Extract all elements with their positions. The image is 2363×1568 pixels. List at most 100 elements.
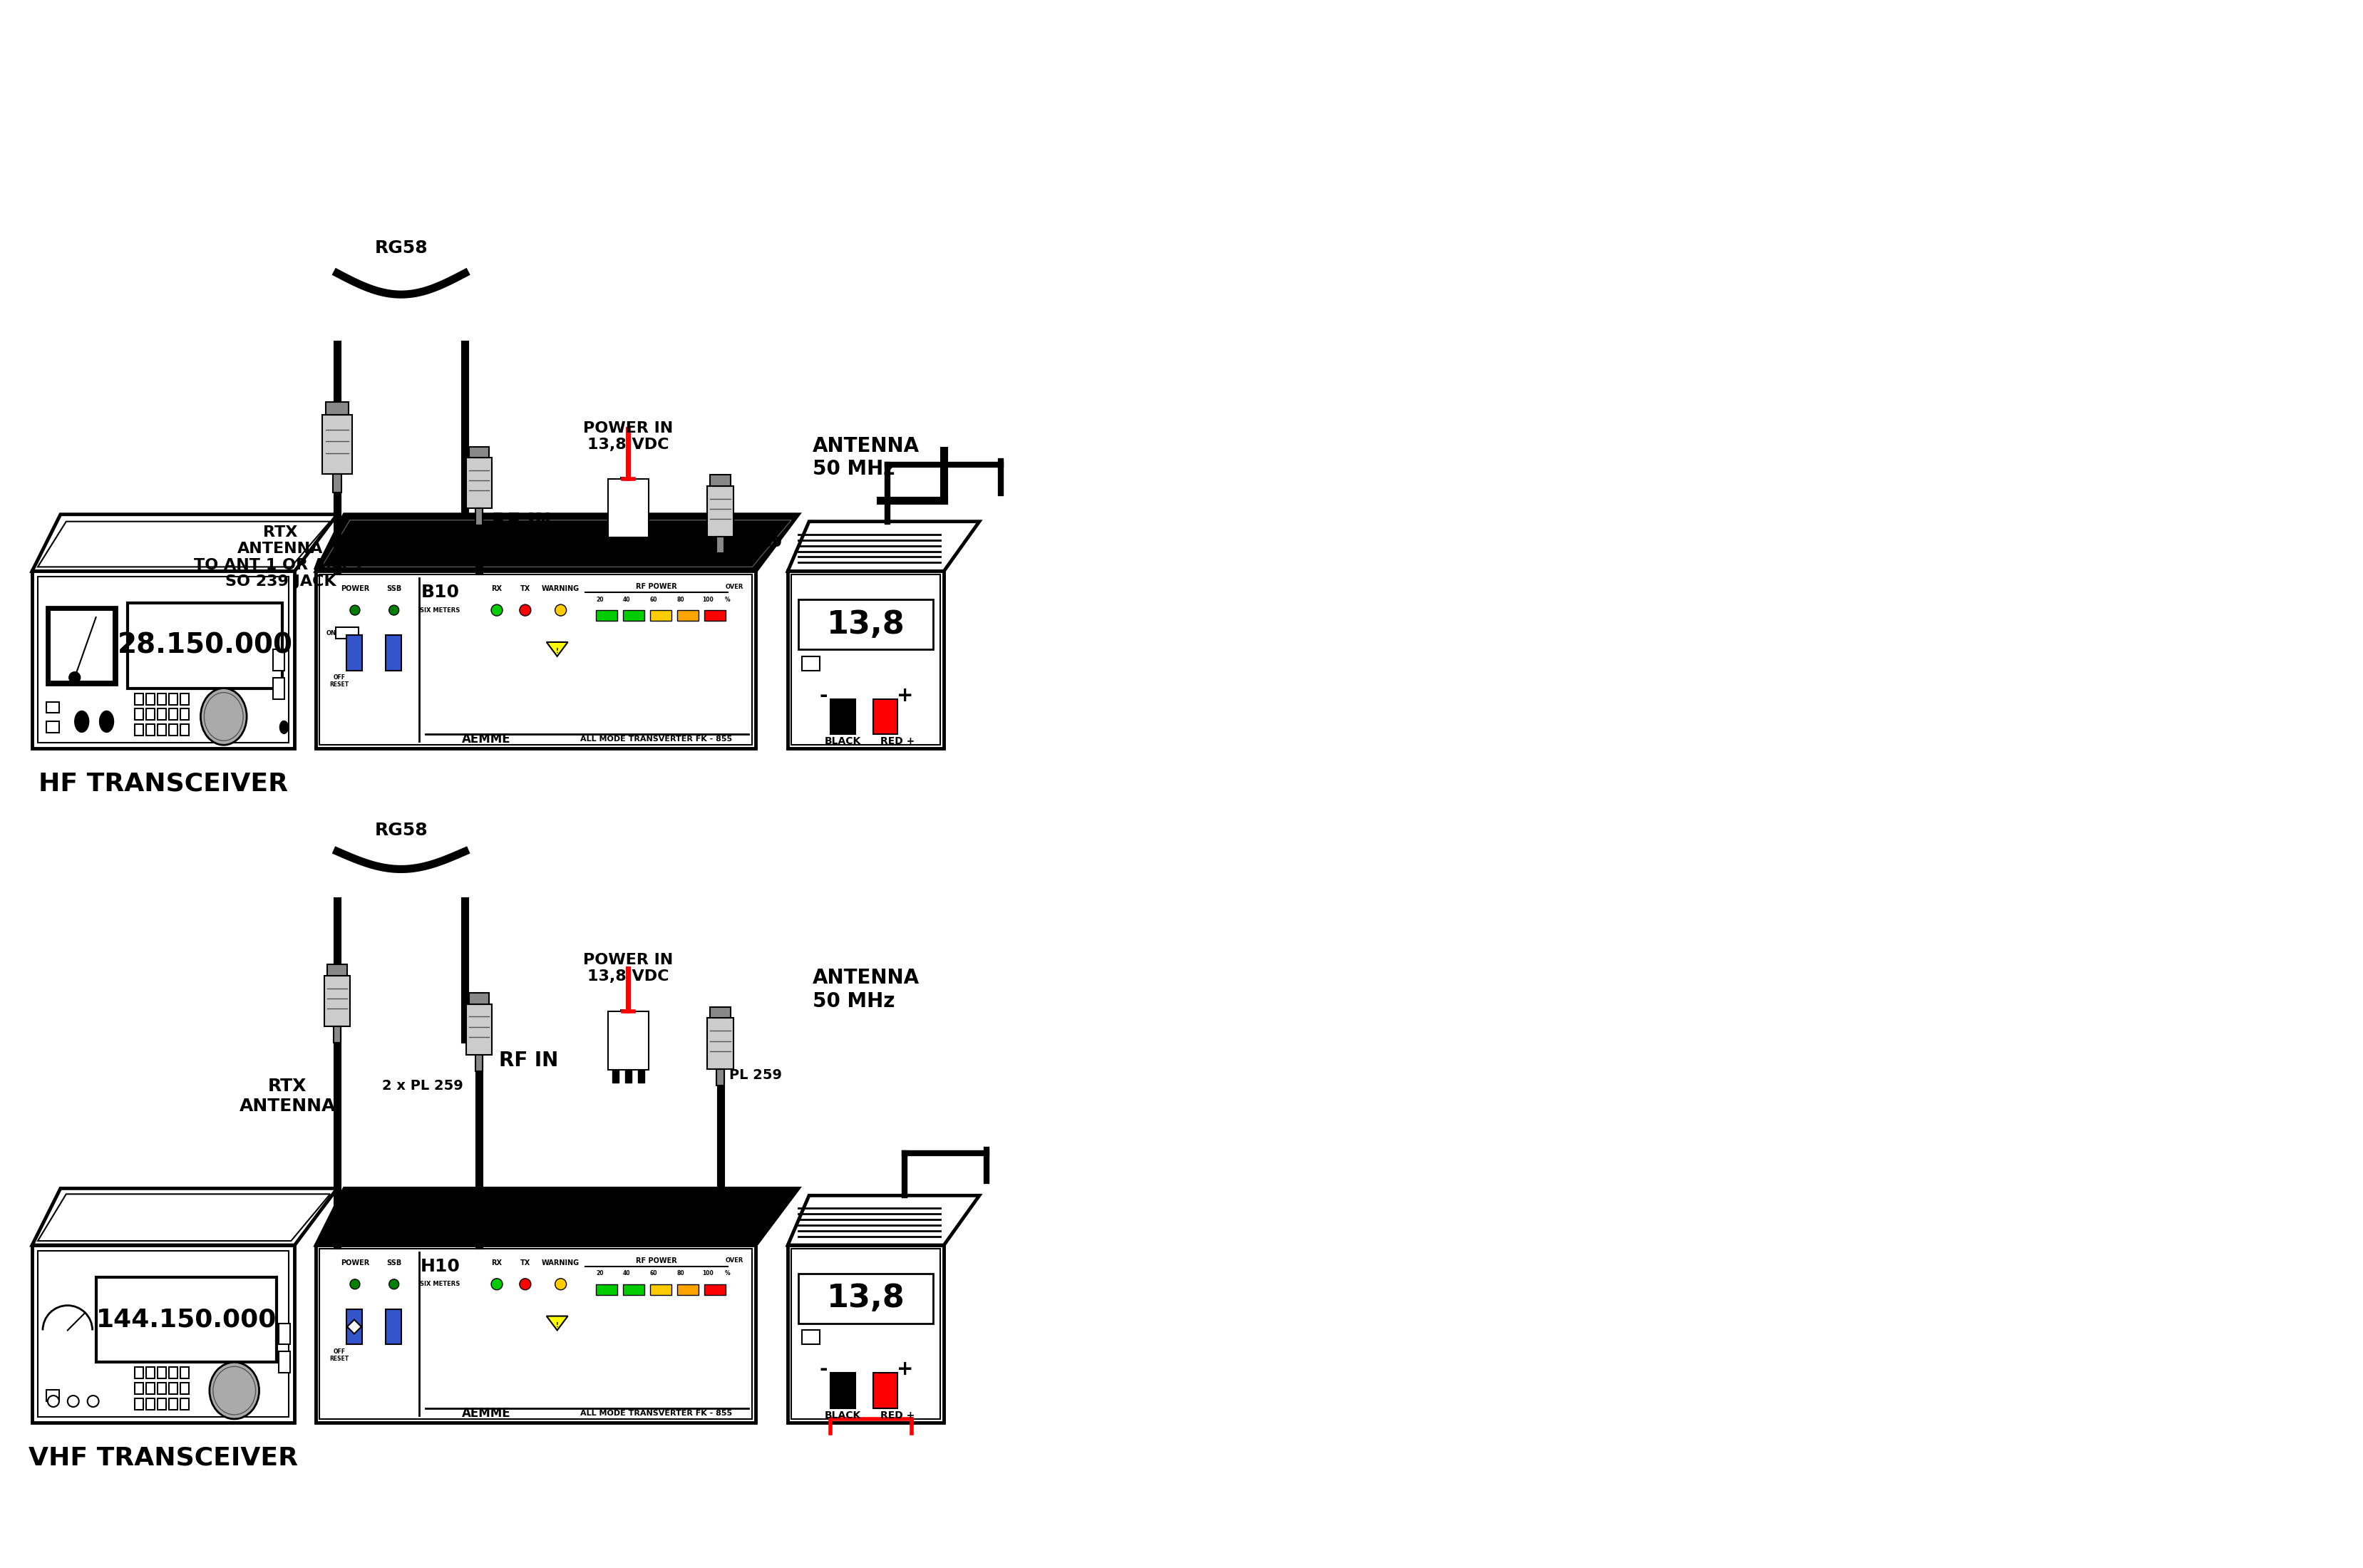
Text: !: ! — [555, 648, 558, 654]
Polygon shape — [546, 643, 567, 657]
Bar — [678, 610, 699, 621]
Bar — [650, 610, 671, 621]
Bar — [801, 1330, 820, 1344]
Text: OFF
RESET: OFF RESET — [331, 1348, 350, 1363]
Circle shape — [492, 1278, 503, 1290]
Bar — [317, 1245, 756, 1422]
Circle shape — [87, 1396, 99, 1406]
Bar — [385, 635, 402, 671]
Polygon shape — [33, 1189, 338, 1245]
Polygon shape — [787, 522, 978, 571]
Bar — [595, 1284, 617, 1295]
Ellipse shape — [279, 721, 288, 734]
Bar — [147, 724, 156, 735]
Bar — [704, 1284, 725, 1295]
Text: OVER: OVER — [725, 1258, 744, 1264]
Circle shape — [520, 1278, 532, 1290]
Text: -: - — [820, 685, 827, 706]
Text: TX: TX — [520, 1259, 529, 1267]
Bar — [612, 538, 619, 550]
Bar — [180, 1367, 189, 1378]
Circle shape — [555, 1278, 567, 1290]
Text: RF IN: RF IN — [492, 511, 551, 532]
Bar — [385, 1309, 402, 1344]
Bar — [180, 1383, 189, 1394]
Bar — [829, 699, 855, 734]
Text: 13,8: 13,8 — [827, 1283, 905, 1314]
Bar — [180, 1399, 189, 1410]
Text: +: + — [896, 1359, 912, 1380]
Text: POWER IN
13,8 VDC: POWER IN 13,8 VDC — [584, 953, 673, 983]
Bar — [38, 1251, 288, 1417]
Text: RF POWER: RF POWER — [636, 583, 678, 590]
Bar — [33, 571, 295, 748]
Text: %: % — [725, 1270, 730, 1276]
Text: SIX METERS: SIX METERS — [421, 607, 461, 613]
Bar — [158, 1383, 165, 1394]
Text: 144.150.000: 144.150.000 — [97, 1308, 276, 1331]
Text: H10: H10 — [421, 1258, 461, 1275]
Text: SSB: SSB — [388, 585, 402, 593]
Bar — [135, 1367, 144, 1378]
Bar — [147, 693, 156, 704]
Text: AEMME: AEMME — [461, 732, 510, 746]
Bar — [707, 486, 733, 536]
Text: 60: 60 — [650, 596, 657, 602]
Bar — [319, 1248, 751, 1419]
Text: 40: 40 — [624, 1270, 631, 1276]
Bar — [158, 693, 165, 704]
Bar — [274, 677, 284, 699]
Bar — [872, 699, 898, 734]
Text: -: - — [820, 1359, 827, 1380]
Bar — [47, 721, 59, 732]
Text: 20: 20 — [595, 1270, 603, 1276]
Text: %: % — [725, 596, 730, 602]
Bar — [612, 1069, 619, 1082]
Bar — [624, 538, 631, 550]
Text: ANTENNA
50 MHz: ANTENNA 50 MHz — [813, 967, 919, 1011]
Bar — [711, 475, 730, 486]
Text: RG58: RG58 — [373, 240, 428, 257]
Text: 100: 100 — [702, 596, 714, 602]
Circle shape — [390, 1279, 399, 1289]
Bar — [274, 649, 284, 671]
Text: RF POWER: RF POWER — [636, 1258, 678, 1264]
Polygon shape — [347, 1320, 362, 1334]
Text: +: + — [896, 685, 912, 706]
Polygon shape — [317, 1189, 799, 1245]
Bar — [716, 1069, 723, 1085]
Bar — [147, 709, 156, 720]
Bar — [707, 1018, 733, 1069]
Bar — [799, 1273, 933, 1323]
Bar — [787, 1245, 943, 1422]
Bar — [47, 607, 118, 685]
Bar — [47, 1389, 59, 1402]
Ellipse shape — [76, 710, 90, 732]
Bar — [170, 709, 177, 720]
Text: RF IN: RF IN — [499, 1051, 558, 1071]
Circle shape — [69, 1396, 78, 1406]
Bar — [792, 575, 940, 745]
Text: RTX
ANTENNA: RTX ANTENNA — [239, 1077, 336, 1115]
Bar — [147, 1399, 156, 1410]
Bar — [135, 709, 144, 720]
Bar — [180, 693, 189, 704]
Bar — [170, 693, 177, 704]
Bar — [33, 1245, 295, 1422]
Text: 28.150.000: 28.150.000 — [118, 632, 293, 659]
Bar — [180, 724, 189, 735]
Bar — [50, 610, 113, 681]
Bar — [638, 538, 645, 550]
Bar — [170, 1383, 177, 1394]
Text: B10: B10 — [421, 583, 458, 601]
Bar — [638, 1069, 645, 1082]
Bar — [466, 1004, 492, 1055]
Text: OVER: OVER — [725, 583, 744, 590]
Bar — [170, 724, 177, 735]
Text: 100: 100 — [702, 1270, 714, 1276]
Text: POWER: POWER — [340, 1259, 369, 1267]
Circle shape — [390, 605, 399, 615]
Circle shape — [520, 605, 532, 616]
Text: SIX METERS: SIX METERS — [421, 1281, 461, 1287]
Text: 2 x PL 259: 2 x PL 259 — [383, 550, 463, 564]
